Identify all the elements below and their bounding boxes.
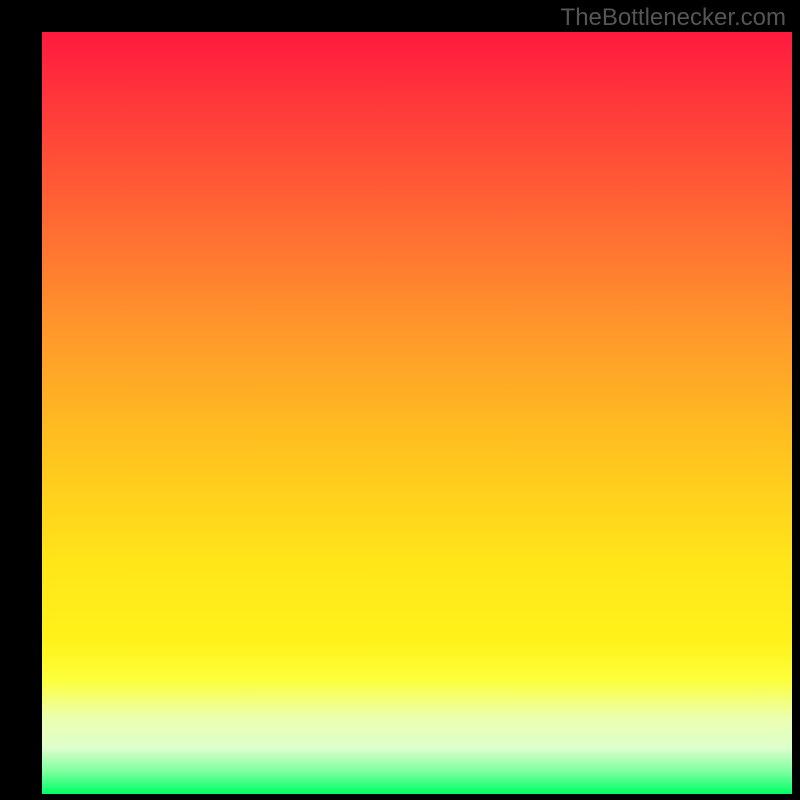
gradient-background — [42, 32, 792, 794]
watermark-text: TheBottlenecker.com — [561, 4, 786, 32]
plot-area — [42, 32, 792, 794]
